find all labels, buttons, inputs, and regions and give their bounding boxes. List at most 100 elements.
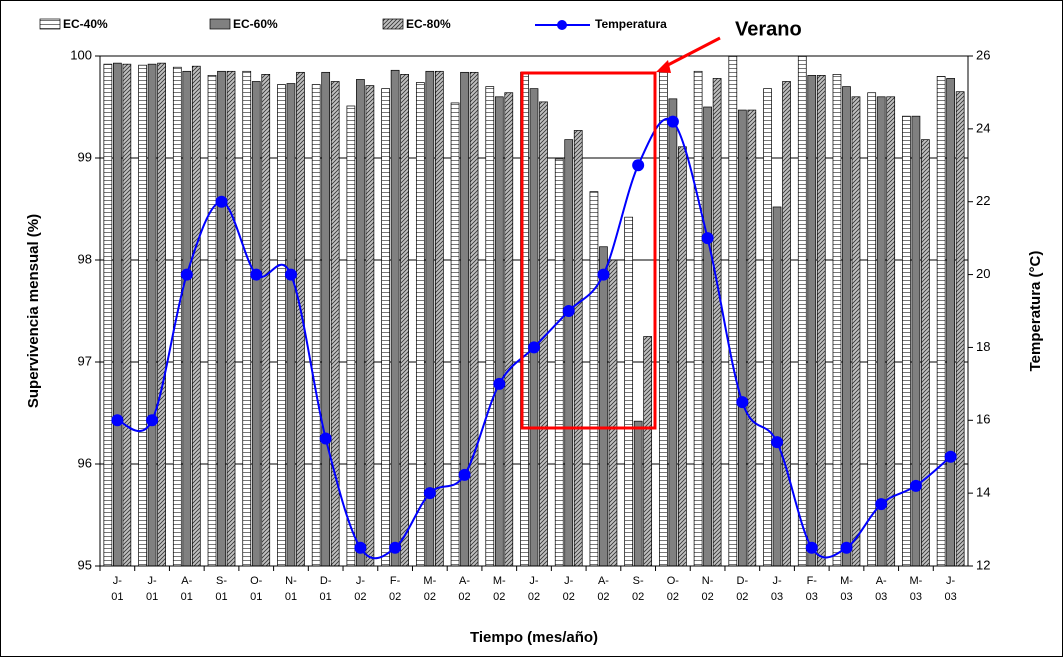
x-tick-label: O- (667, 575, 680, 587)
bar (321, 71, 331, 567)
x-tick-label: 01 (250, 591, 262, 603)
bar (207, 75, 217, 567)
temperature-point (771, 436, 784, 449)
bar (554, 158, 564, 567)
temperature-point (528, 341, 540, 354)
bar (851, 96, 861, 567)
x-tick-label: 03 (945, 591, 957, 603)
y-tick-label: 96 (78, 455, 92, 470)
y-tick-label: 98 (78, 251, 92, 266)
y-axis-title: Supervivencia mensual (%) (25, 214, 42, 408)
legend-label: EC-80% (406, 17, 451, 31)
x-axis-title: Tiempo (mes/año) (470, 629, 598, 646)
x-tick-label: 03 (875, 591, 887, 603)
x-tick-label: A- (459, 575, 470, 587)
x-tick-label: J- (772, 575, 782, 587)
bar (147, 63, 157, 567)
temperature-point (875, 498, 888, 511)
temperature-point (389, 541, 402, 554)
plot-border (99, 55, 969, 567)
temperature-point (805, 541, 818, 554)
bar (138, 64, 147, 567)
x-tick-label: 01 (320, 591, 332, 603)
bar (504, 92, 514, 567)
y2-tick-label: 18 (976, 339, 990, 354)
bar (365, 85, 375, 567)
bar (842, 86, 851, 567)
legend-label: EC-60% (233, 17, 278, 31)
arrow-head (656, 60, 671, 73)
bar (573, 130, 583, 567)
temperature-point (111, 414, 124, 427)
summer-box (520, 71, 657, 430)
temperature-point (146, 414, 159, 427)
y2-tick-label: 26 (976, 47, 990, 62)
bar (494, 96, 504, 567)
bar (217, 70, 226, 567)
y2-tick-label: 24 (976, 120, 990, 135)
x-tick-label: 02 (632, 591, 644, 603)
bar (261, 74, 271, 567)
y2-axis-title: Temperatura (°C) (1027, 251, 1044, 372)
x-tick-label: A- (598, 575, 609, 587)
bar (529, 88, 539, 567)
bar (772, 206, 782, 567)
bar (599, 246, 608, 567)
legend-swatch (209, 18, 231, 30)
x-tick-label: O- (250, 575, 263, 587)
y2-tick-label: 12 (976, 557, 990, 572)
x-tick-label: 02 (424, 591, 436, 603)
temperature-point (840, 541, 853, 554)
bar (277, 84, 286, 567)
x-tick-label: 01 (111, 591, 123, 603)
x-tick-label: 02 (493, 591, 505, 603)
bar (807, 75, 817, 567)
temperature-point (632, 159, 645, 172)
bar (191, 65, 201, 567)
x-tick-label: J- (356, 575, 366, 587)
x-tick-label: J- (564, 575, 574, 587)
bar (381, 88, 390, 567)
bar (782, 81, 791, 567)
x-tick-label: 02 (597, 591, 609, 603)
bar (311, 84, 321, 567)
bar (911, 115, 921, 567)
bar (182, 70, 192, 567)
temperature-point (944, 450, 957, 463)
temperature-point (319, 432, 332, 445)
x-tick-label: M- (840, 575, 853, 587)
bar (251, 81, 261, 567)
temperature-point (597, 268, 610, 281)
legend-swatch (39, 18, 61, 30)
x-tick-label: J- (147, 575, 157, 587)
x-tick-label: 02 (701, 591, 713, 603)
bar (747, 109, 757, 567)
bar (346, 105, 356, 567)
bar (728, 55, 738, 567)
y-tick-label: 99 (78, 149, 92, 164)
y-tick-label: 95 (78, 557, 92, 572)
bar (400, 74, 409, 567)
x-tick-label: M- (423, 575, 436, 587)
x-tick-label: 01 (146, 591, 158, 603)
bar (955, 91, 965, 567)
bar (434, 70, 444, 567)
bar (330, 81, 340, 567)
temperature-point (354, 541, 367, 554)
x-tick-label: D- (320, 575, 332, 587)
temperature-point (215, 195, 228, 208)
bar (816, 75, 826, 567)
temperature-point (284, 268, 297, 281)
bar (469, 71, 479, 567)
x-tick-label: 01 (181, 591, 193, 603)
x-tick-label: 02 (354, 591, 366, 603)
x-tick-label: N- (702, 575, 714, 587)
legend-label: Temperatura (595, 17, 667, 31)
temperature-point (701, 232, 714, 245)
y2-tick-label: 16 (976, 412, 990, 427)
bar (633, 420, 643, 567)
x-tick-label: 03 (806, 591, 818, 603)
bar (460, 71, 469, 567)
bar (113, 62, 122, 567)
temperature-line (117, 118, 952, 560)
